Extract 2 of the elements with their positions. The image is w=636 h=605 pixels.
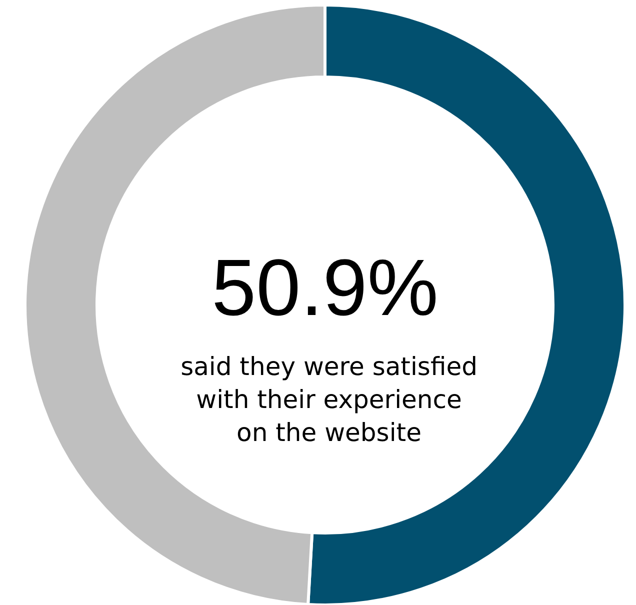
data-label: 50.9%: [212, 243, 438, 332]
text: said they were satisfied with their experience on the website: [180, 352, 478, 447]
